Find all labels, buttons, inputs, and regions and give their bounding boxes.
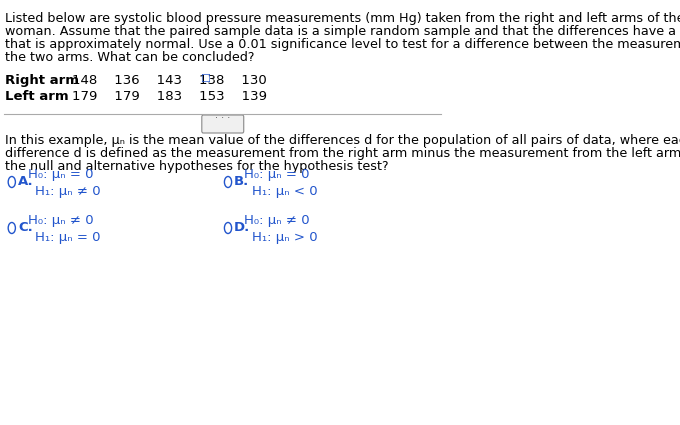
- Text: D.: D.: [234, 221, 250, 233]
- Text: ☐: ☐: [200, 74, 210, 84]
- Text: Right arm: Right arm: [5, 74, 80, 87]
- Text: B.: B.: [234, 175, 250, 187]
- Circle shape: [8, 223, 16, 233]
- Text: Left arm: Left arm: [5, 90, 69, 103]
- Text: Listed below are systolic blood pressure measurements (mm Hg) taken from the rig: Listed below are systolic blood pressure…: [5, 12, 680, 25]
- Text: difference d is defined as the measurement from the right arm minus the measurem: difference d is defined as the measureme…: [5, 147, 680, 160]
- Circle shape: [224, 223, 232, 233]
- Circle shape: [8, 176, 16, 187]
- Text: 148    136    143    138    130: 148 136 143 138 130: [72, 74, 267, 87]
- Text: H₀: μₙ ≠ 0: H₀: μₙ ≠ 0: [27, 213, 93, 227]
- Text: A.: A.: [18, 175, 33, 187]
- Text: that is approximately normal. Use a 0.01 significance level to test for a differ: that is approximately normal. Use a 0.01…: [5, 38, 680, 51]
- Text: . . .: . . .: [215, 110, 231, 120]
- Text: H₀: μₙ ≠ 0: H₀: μₙ ≠ 0: [243, 213, 309, 227]
- Text: 179    179    183    153    139: 179 179 183 153 139: [72, 90, 267, 103]
- Text: H₀: μₙ = 0: H₀: μₙ = 0: [243, 167, 309, 181]
- Text: H₁: μₙ ≠ 0: H₁: μₙ ≠ 0: [35, 184, 101, 198]
- Text: H₁: μₙ > 0: H₁: μₙ > 0: [252, 230, 318, 244]
- Text: In this example, μₙ is the mean value of the differences d for the population of: In this example, μₙ is the mean value of…: [5, 134, 680, 147]
- Text: H₁: μₙ < 0: H₁: μₙ < 0: [252, 184, 318, 198]
- Circle shape: [224, 176, 232, 187]
- Text: H₁: μₙ = 0: H₁: μₙ = 0: [35, 230, 101, 244]
- Text: C.: C.: [18, 221, 33, 233]
- Text: the two arms. What can be concluded?: the two arms. What can be concluded?: [5, 51, 255, 64]
- Text: the null and alternative hypotheses for the hypothesis test?: the null and alternative hypotheses for …: [5, 160, 389, 173]
- FancyBboxPatch shape: [202, 115, 243, 133]
- Text: woman. Assume that the paired sample data is a simple random sample and that the: woman. Assume that the paired sample dat…: [5, 25, 680, 38]
- Text: H₀: μₙ = 0: H₀: μₙ = 0: [27, 167, 93, 181]
